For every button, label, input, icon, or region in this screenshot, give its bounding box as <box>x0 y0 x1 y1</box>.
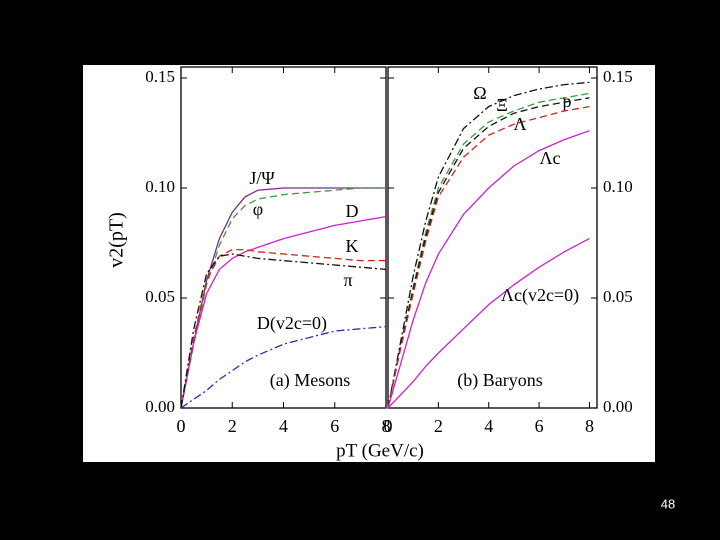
curve-label: J/Ψ <box>249 168 275 188</box>
series-line <box>387 105 590 409</box>
curve-label: D(v2c=0) <box>257 313 327 334</box>
x-tick-label: 8 <box>585 416 594 436</box>
y-tick-label: 0.15 <box>145 67 175 86</box>
panel-title: (a) Mesons <box>270 370 350 391</box>
series-line <box>180 248 386 409</box>
x-tick-label: 4 <box>279 416 288 436</box>
curve-label: φ <box>253 199 263 219</box>
curve-label: Λc <box>539 148 560 168</box>
y-tick-label: 0.00 <box>603 397 633 416</box>
y-tick-label: 0.15 <box>603 67 633 86</box>
x-tick-label: 8 <box>382 416 391 436</box>
x-tick-label: 4 <box>484 416 493 436</box>
x-tick-label: 0 <box>177 416 186 436</box>
series-line <box>180 253 387 409</box>
x-tick-label: 6 <box>535 416 544 436</box>
x-tick-label: 6 <box>330 416 339 436</box>
series-line <box>180 187 386 409</box>
panel-title: (b) Baryons <box>457 370 542 391</box>
x-tick-label: 0 <box>384 416 393 436</box>
curve-label: Λc(v2c=0) <box>501 285 579 306</box>
curve-label: Ω <box>473 83 486 103</box>
curve-label: K <box>346 236 359 256</box>
series-line <box>387 130 590 409</box>
curve-label: Λ <box>513 114 526 134</box>
x-axis-label: pT (GeV/c) <box>336 440 424 461</box>
y-tick-label: 0.10 <box>145 177 175 196</box>
y-tick-label: 0.05 <box>145 287 175 306</box>
y-tick-label: 0.10 <box>603 177 633 196</box>
series-line <box>180 215 387 409</box>
curve-label: D <box>346 201 359 221</box>
x-tick-label: 2 <box>228 416 237 436</box>
series-line <box>180 325 387 409</box>
series-line <box>387 238 590 409</box>
y-axis-label: v2(pT) <box>106 212 128 268</box>
x-tick-label: 2 <box>434 416 443 436</box>
y-tick-label: 0.05 <box>603 287 633 306</box>
curve-label: π <box>343 270 352 290</box>
curve-label: Ξ <box>496 95 508 115</box>
series-line <box>180 187 386 409</box>
plot-frame <box>387 66 598 409</box>
y-tick-label: 0.00 <box>145 397 175 416</box>
figure-background <box>83 65 655 462</box>
series-line <box>387 81 590 409</box>
series-line <box>387 97 590 409</box>
slide-number: 48 <box>661 496 675 511</box>
